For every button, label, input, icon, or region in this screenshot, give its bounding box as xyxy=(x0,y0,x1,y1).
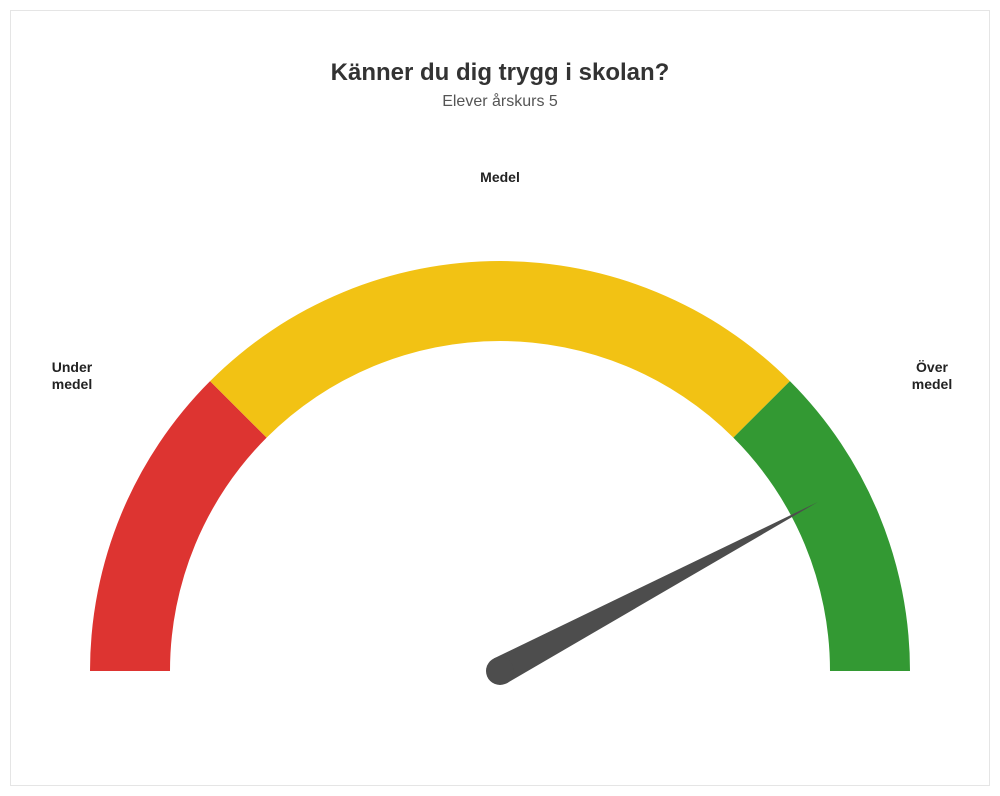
chart-title: Känner du dig trygg i skolan? xyxy=(11,59,989,87)
chart-subtitle: Elever årskurs 5 xyxy=(11,93,989,111)
segment-label-over-medel: Övermedel xyxy=(902,359,962,393)
gauge-needle xyxy=(493,502,817,683)
gauge-needle-hub xyxy=(486,657,514,685)
gauge-svg xyxy=(60,151,940,711)
segment-label-under-medel: Undermedel xyxy=(42,359,102,393)
segment-label-medel: Medel xyxy=(470,169,530,186)
gauge-chart: Undermedel Medel Övermedel xyxy=(60,151,940,711)
gauge-panel: Känner du dig trygg i skolan? Elever års… xyxy=(10,10,990,786)
